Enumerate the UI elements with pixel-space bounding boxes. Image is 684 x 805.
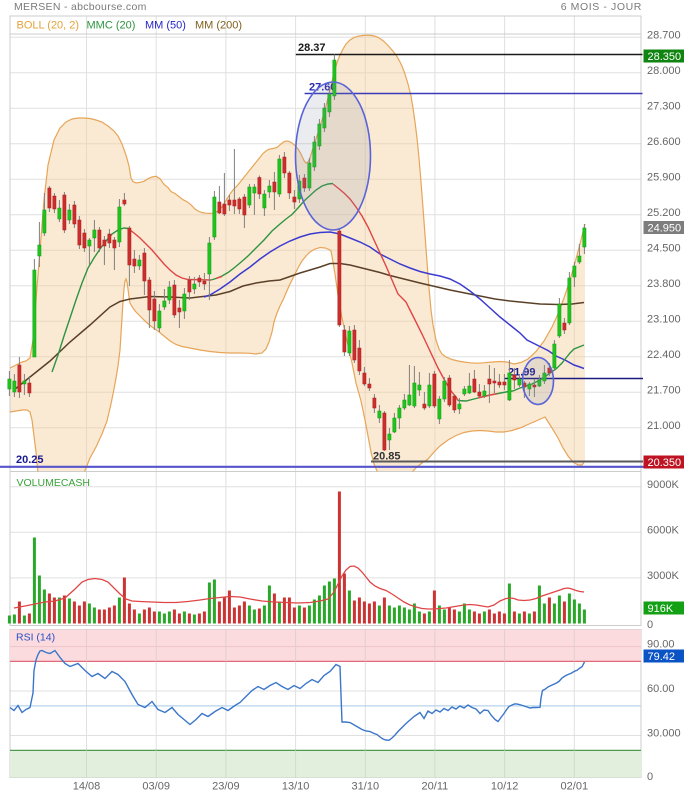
svg-text:20.350: 20.350 <box>648 457 682 469</box>
svg-text:14/08: 14/08 <box>73 781 101 793</box>
svg-text:0: 0 <box>647 771 653 783</box>
svg-text:23/09: 23/09 <box>212 781 240 793</box>
svg-text:3000K: 3000K <box>647 570 679 582</box>
svg-text:916K: 916K <box>648 603 674 615</box>
svg-text:79.42: 79.42 <box>648 651 676 663</box>
svg-text:90.00: 90.00 <box>647 639 675 651</box>
svg-text:60.00: 60.00 <box>647 683 675 695</box>
svg-text:03/09: 03/09 <box>142 781 170 793</box>
svg-text:10/12: 10/12 <box>491 781 519 793</box>
svg-text:MM (200): MM (200) <box>195 20 242 32</box>
svg-text:MMC (20): MMC (20) <box>87 20 136 32</box>
svg-text:31/10: 31/10 <box>352 781 380 793</box>
svg-text:22.400: 22.400 <box>647 349 681 361</box>
svg-text:VOLUMECASH: VOLUMECASH <box>17 477 91 489</box>
svg-text:6 MOIS - JOUR: 6 MOIS - JOUR <box>561 1 642 13</box>
svg-text:24.950: 24.950 <box>648 223 682 235</box>
svg-text:26.600: 26.600 <box>647 136 681 148</box>
svg-text:28.700: 28.700 <box>647 29 681 41</box>
svg-text:25.200: 25.200 <box>647 207 681 219</box>
svg-text:13/10: 13/10 <box>282 781 310 793</box>
svg-text:30.000: 30.000 <box>647 728 681 740</box>
svg-text:25.900: 25.900 <box>647 171 681 183</box>
svg-text:BOLL (20, 2): BOLL (20, 2) <box>17 20 80 32</box>
svg-text:28.350: 28.350 <box>648 51 682 63</box>
svg-text:20.25: 20.25 <box>16 454 44 466</box>
svg-text:20.85: 20.85 <box>373 451 401 463</box>
svg-text:28.000: 28.000 <box>647 65 681 77</box>
svg-text:23.800: 23.800 <box>647 278 681 290</box>
svg-text:21.700: 21.700 <box>647 384 681 396</box>
svg-text:6000K: 6000K <box>647 524 679 536</box>
svg-text:9000K: 9000K <box>647 479 679 491</box>
svg-text:0: 0 <box>647 619 653 631</box>
svg-text:02/01: 02/01 <box>561 781 589 793</box>
svg-text:MM (50): MM (50) <box>145 20 186 32</box>
svg-text:23.100: 23.100 <box>647 313 681 325</box>
svg-text:27.300: 27.300 <box>647 100 681 112</box>
svg-text:24.500: 24.500 <box>647 242 681 254</box>
svg-text:MERSEN - abcbourse.com: MERSEN - abcbourse.com <box>14 1 147 13</box>
svg-text:20/11: 20/11 <box>422 781 449 793</box>
svg-text:RSI (14): RSI (14) <box>16 632 55 644</box>
svg-text:28.37: 28.37 <box>298 42 326 54</box>
svg-text:21.000: 21.000 <box>647 420 681 432</box>
